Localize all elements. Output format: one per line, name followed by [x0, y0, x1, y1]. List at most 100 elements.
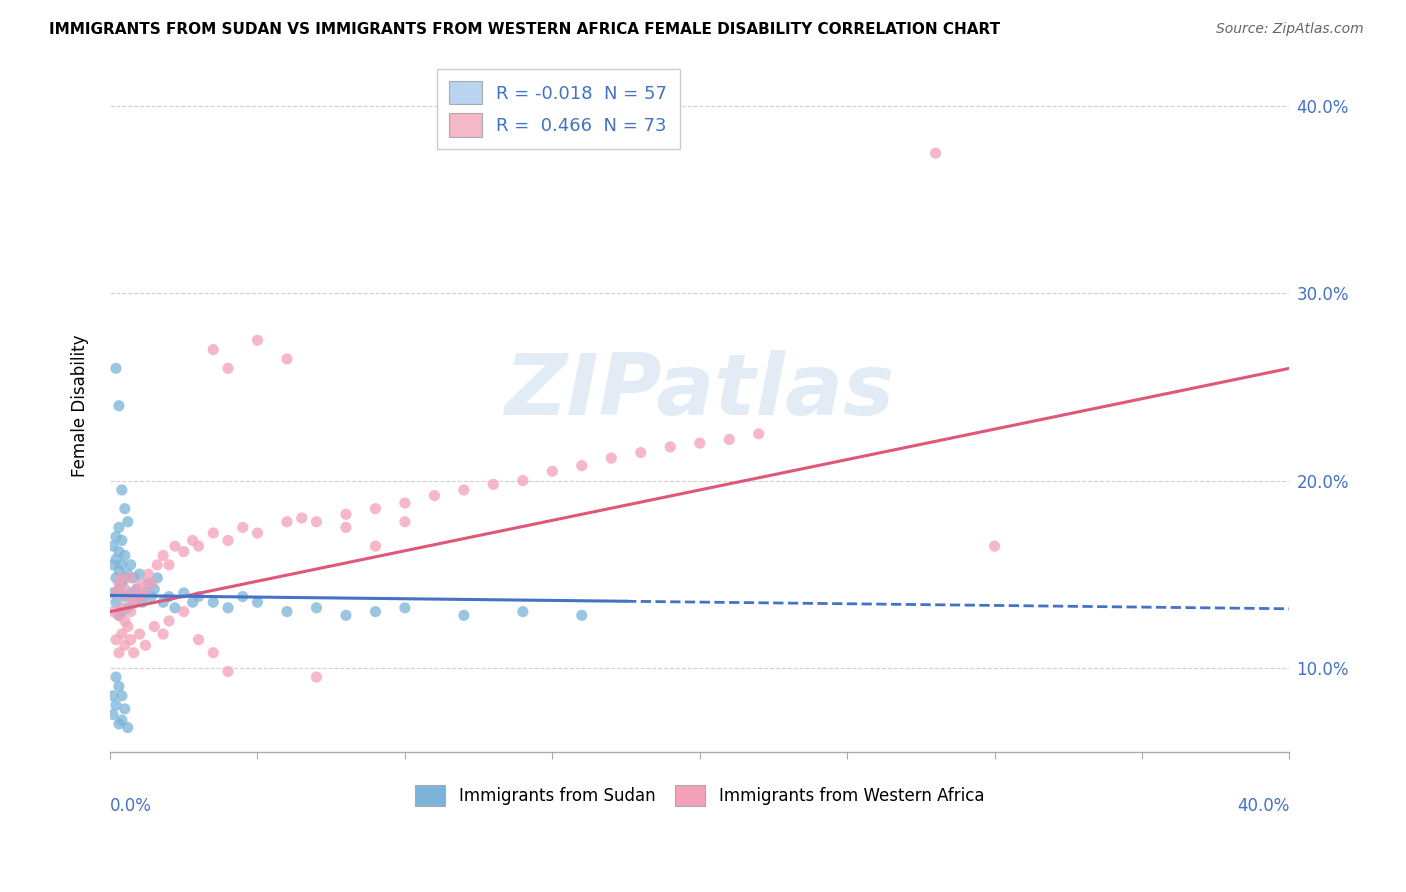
Point: [114, 501, 136, 516]
Point: [125, 582, 148, 596]
Y-axis label: Female Disability: Female Disability: [72, 334, 89, 477]
Point: [138, 567, 160, 582]
Point: [108, 576, 131, 591]
Text: 0.0%: 0.0%: [110, 797, 152, 815]
Point: [276, 515, 298, 529]
Point: [125, 582, 148, 596]
Point: [101, 539, 124, 553]
Point: [173, 586, 195, 600]
Point: [335, 508, 357, 522]
Point: [689, 436, 711, 450]
Point: [202, 343, 225, 357]
Point: [120, 605, 142, 619]
Point: [217, 361, 239, 376]
Point: [141, 590, 163, 604]
Point: [512, 474, 534, 488]
Point: [104, 632, 127, 647]
Point: [134, 586, 156, 600]
Point: [202, 526, 225, 541]
Point: [104, 530, 127, 544]
Point: [117, 590, 139, 604]
Point: [152, 549, 174, 563]
Point: [108, 716, 131, 731]
Point: [157, 590, 180, 604]
Point: [104, 586, 127, 600]
Legend: Immigrants from Sudan, Immigrants from Western Africa: Immigrants from Sudan, Immigrants from W…: [409, 778, 991, 813]
Point: [146, 558, 169, 572]
Point: [187, 632, 209, 647]
Point: [659, 440, 682, 454]
Point: [114, 590, 136, 604]
Point: [217, 665, 239, 679]
Point: [305, 670, 328, 684]
Text: Source: ZipAtlas.com: Source: ZipAtlas.com: [1216, 22, 1364, 37]
Point: [217, 533, 239, 548]
Point: [453, 483, 475, 497]
Point: [335, 520, 357, 534]
Point: [128, 590, 150, 604]
Point: [111, 533, 134, 548]
Point: [120, 558, 142, 572]
Point: [141, 576, 163, 591]
Point: [394, 515, 416, 529]
Point: [128, 567, 150, 582]
Point: [111, 689, 134, 703]
Point: [276, 605, 298, 619]
Point: [364, 605, 387, 619]
Point: [276, 351, 298, 366]
Point: [104, 571, 127, 585]
Point: [305, 515, 328, 529]
Point: [108, 520, 131, 534]
Point: [117, 721, 139, 735]
Point: [157, 614, 180, 628]
Point: [111, 558, 134, 572]
Point: [104, 698, 127, 713]
Point: [104, 361, 127, 376]
Point: [217, 600, 239, 615]
Point: [108, 399, 131, 413]
Point: [571, 608, 593, 623]
Point: [748, 426, 770, 441]
Point: [108, 646, 131, 660]
Point: [117, 619, 139, 633]
Point: [143, 582, 166, 596]
Point: [104, 595, 127, 609]
Point: [111, 600, 134, 615]
Point: [101, 605, 124, 619]
Point: [108, 680, 131, 694]
Point: [600, 451, 623, 466]
Point: [202, 646, 225, 660]
Point: [101, 689, 124, 703]
Text: IMMIGRANTS FROM SUDAN VS IMMIGRANTS FROM WESTERN AFRICA FEMALE DISABILITY CORREL: IMMIGRANTS FROM SUDAN VS IMMIGRANTS FROM…: [49, 22, 1000, 37]
Point: [122, 595, 145, 609]
Point: [173, 605, 195, 619]
Point: [924, 146, 946, 161]
Point: [111, 483, 134, 497]
Point: [187, 590, 209, 604]
Point: [111, 571, 134, 585]
Point: [364, 501, 387, 516]
Point: [120, 586, 142, 600]
Point: [305, 600, 328, 615]
Point: [101, 586, 124, 600]
Point: [131, 595, 153, 609]
Point: [181, 595, 204, 609]
Point: [111, 713, 134, 727]
Point: [173, 545, 195, 559]
Point: [394, 496, 416, 510]
Point: [111, 627, 134, 641]
Point: [114, 614, 136, 628]
Point: [152, 627, 174, 641]
Point: [232, 590, 254, 604]
Point: [291, 511, 314, 525]
Point: [128, 590, 150, 604]
Point: [983, 539, 1005, 553]
Point: [364, 539, 387, 553]
Point: [143, 619, 166, 633]
Point: [482, 477, 505, 491]
Point: [117, 567, 139, 582]
Point: [108, 608, 131, 623]
Point: [453, 608, 475, 623]
Text: 40.0%: 40.0%: [1237, 797, 1289, 815]
Point: [114, 702, 136, 716]
